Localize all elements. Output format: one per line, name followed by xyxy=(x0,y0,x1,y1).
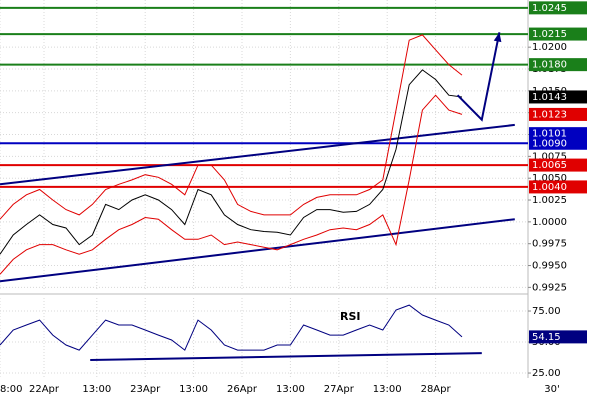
x-tick-label: 13:00 xyxy=(276,384,305,395)
x-tick-label: 27Apr xyxy=(324,384,355,395)
level-box xyxy=(529,136,587,150)
y-tick-label: 25.00 xyxy=(532,368,561,379)
x-tick-label: 13:00 xyxy=(179,384,208,395)
series-line xyxy=(0,34,463,220)
level-label: 1.0123 xyxy=(532,109,567,120)
current-value-label: 54.15 xyxy=(532,332,561,343)
x-tick-label: 28Apr xyxy=(421,384,452,395)
series-line xyxy=(0,69,463,255)
y-tick-label: 1.0075 xyxy=(532,151,567,162)
y-tick-label: 0.9950 xyxy=(532,261,567,272)
forecast-arrow xyxy=(456,32,501,122)
timeframe-label: 30' xyxy=(544,384,559,395)
x-tick-label: 23Apr xyxy=(130,384,161,395)
level-label: 1.0065 xyxy=(532,160,567,171)
level-label: 1.0180 xyxy=(532,60,567,71)
trendline xyxy=(90,352,482,361)
level-box xyxy=(529,158,587,172)
level-label: 1.0040 xyxy=(532,182,567,193)
level-label: 1.0215 xyxy=(532,29,567,40)
current-value-box xyxy=(529,90,587,104)
y-tick-label: 1.0200 xyxy=(532,42,567,53)
x-tick-label: 13:00 xyxy=(82,384,111,395)
x-tick-label: 8:00 xyxy=(0,384,22,395)
trendline xyxy=(0,218,515,283)
y-tick-label: 0.9975 xyxy=(532,239,567,250)
current-value-box xyxy=(529,330,587,344)
level-box xyxy=(529,180,587,194)
y-tick-label: 1.0050 xyxy=(532,173,567,184)
forecast-arrowhead xyxy=(493,32,502,43)
y-tick-label: 1.0025 xyxy=(532,195,567,206)
panel-title: RSI xyxy=(340,310,361,323)
level-label: 1.0101 xyxy=(532,129,567,140)
y-tick-label: 1.0000 xyxy=(532,217,567,228)
x-tick-label: 26Apr xyxy=(227,384,258,395)
y-tick-label: 0.9925 xyxy=(532,282,567,293)
x-tick-label: 22Apr xyxy=(29,384,60,395)
trendline xyxy=(0,123,515,186)
level-label: 1.0090 xyxy=(532,138,567,149)
x-tick-label: 13:00 xyxy=(373,384,402,395)
y-tick-label: 75.00 xyxy=(532,306,561,317)
series-line xyxy=(0,94,463,275)
level-box xyxy=(529,107,587,121)
level-box xyxy=(529,27,587,41)
series-line xyxy=(0,304,463,351)
level-box xyxy=(529,58,587,72)
level-box xyxy=(529,1,587,15)
level-label: 1.0245 xyxy=(532,3,567,14)
current-value-label: 1.0143 xyxy=(532,92,567,103)
